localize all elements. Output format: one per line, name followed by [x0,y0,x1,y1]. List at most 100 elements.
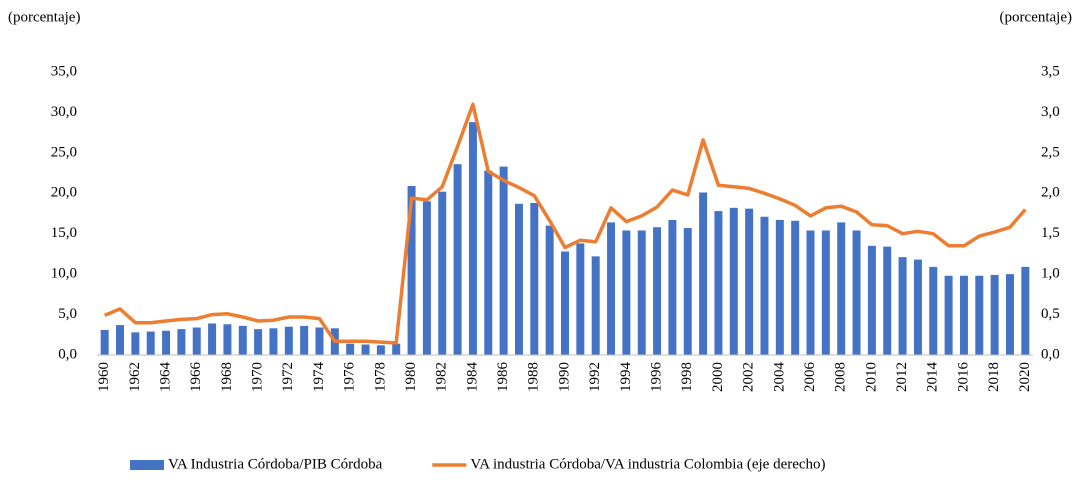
y2-tick-label: 0,5 [1041,306,1060,322]
bar [591,256,600,355]
legend-label: VA industria Córdoba/VA industria Colomb… [470,456,825,472]
x-tick-label: 1962 [127,362,143,392]
bar [238,325,247,355]
bar [162,330,171,355]
bar [1005,274,1014,355]
bar [729,207,738,355]
bar [760,216,769,355]
bar [576,243,585,355]
x-tick-label: 1986 [495,362,511,393]
bar [745,208,754,355]
bar [775,219,784,355]
x-tick-label: 1994 [618,362,634,393]
y-tick-label: 20,0 [51,185,77,201]
bar [131,332,140,355]
bar [867,245,876,355]
legend-swatch [130,460,164,470]
bar [806,230,815,355]
y-tick-label: 25,0 [51,144,77,160]
bar [653,227,662,355]
x-tick-label: 2018 [986,362,1002,392]
bar [852,230,861,355]
y-tick-label: 35,0 [51,63,77,79]
bar [668,219,677,355]
bar [944,275,953,355]
bar [929,266,938,355]
bar [514,203,523,355]
x-tick-label: 1972 [280,362,296,392]
bar [683,228,692,355]
bar [438,191,447,355]
x-tick-label: 1974 [311,362,327,393]
bar [622,230,631,355]
bar [254,329,263,355]
bar [376,345,385,355]
bar [545,225,554,355]
y2-axis-label: (porcentaje) [1000,9,1072,25]
bar [530,202,539,355]
bar [223,324,232,355]
x-tick-label: 1978 [372,362,388,392]
bar [346,343,355,355]
y-tick-label: 30,0 [51,104,77,120]
x-tick-label: 2012 [894,362,910,392]
bar [561,251,569,355]
bar [269,328,278,355]
bar [821,230,830,355]
y2-tick-label: 1,0 [1041,266,1060,282]
x-tick-label: 1998 [679,362,695,392]
x-tick-label: 2010 [863,362,879,392]
bar [1021,266,1030,355]
line [104,102,1027,345]
y2-tick-label: 0,0 [1041,346,1060,362]
bar [407,186,416,355]
bar [791,220,800,355]
y2-tick-label: 1,5 [1041,225,1060,241]
x-tick-label: 1996 [649,362,665,393]
bar [837,222,846,355]
bar [883,246,892,355]
x-tick-label: 1980 [403,362,419,392]
bar [392,343,401,355]
bar [453,164,462,355]
bar [959,275,968,355]
bar [100,329,109,355]
bar [499,166,508,355]
y-axis-label: (porcentaje) [8,9,80,25]
y2-tick-label: 3,5 [1041,63,1060,79]
x-tick-label: 2000 [710,362,726,392]
bar [468,122,477,355]
x-tick-label: 1970 [250,362,266,392]
y-tick-label: 0,0 [58,346,77,362]
bar [300,325,309,355]
bar [116,325,125,355]
x-tick-label: 2008 [833,362,849,392]
x-tick-label: 1982 [434,362,450,392]
legend-label: VA Industria Córdoba/PIB Córdoba [168,456,383,472]
x-tick-label: 2004 [771,362,787,393]
x-tick-label: 1984 [464,362,480,393]
y2-tick-label: 3,0 [1041,104,1060,120]
x-tick-label: 1992 [587,362,603,392]
x-tick-label: 2020 [1017,362,1033,392]
x-tick-label: 1966 [188,362,204,393]
x-tick-label: 2006 [802,362,818,393]
x-tick-label: 2016 [955,362,971,393]
y2-tick-label: 2,5 [1041,144,1060,160]
bar [484,170,493,355]
bar [208,323,217,355]
bar [146,331,155,355]
x-tick-label: 1988 [526,362,542,392]
x-tick-label: 2002 [741,362,757,392]
bar [422,201,431,355]
bar [714,211,723,355]
bar [975,275,984,355]
bar [913,259,922,355]
y-tick-label: 5,0 [58,306,77,322]
y-tick-label: 15,0 [51,225,77,241]
bar [898,257,907,355]
y2-tick-label: 2,0 [1041,185,1060,201]
bar [192,327,201,355]
bar [177,329,186,355]
